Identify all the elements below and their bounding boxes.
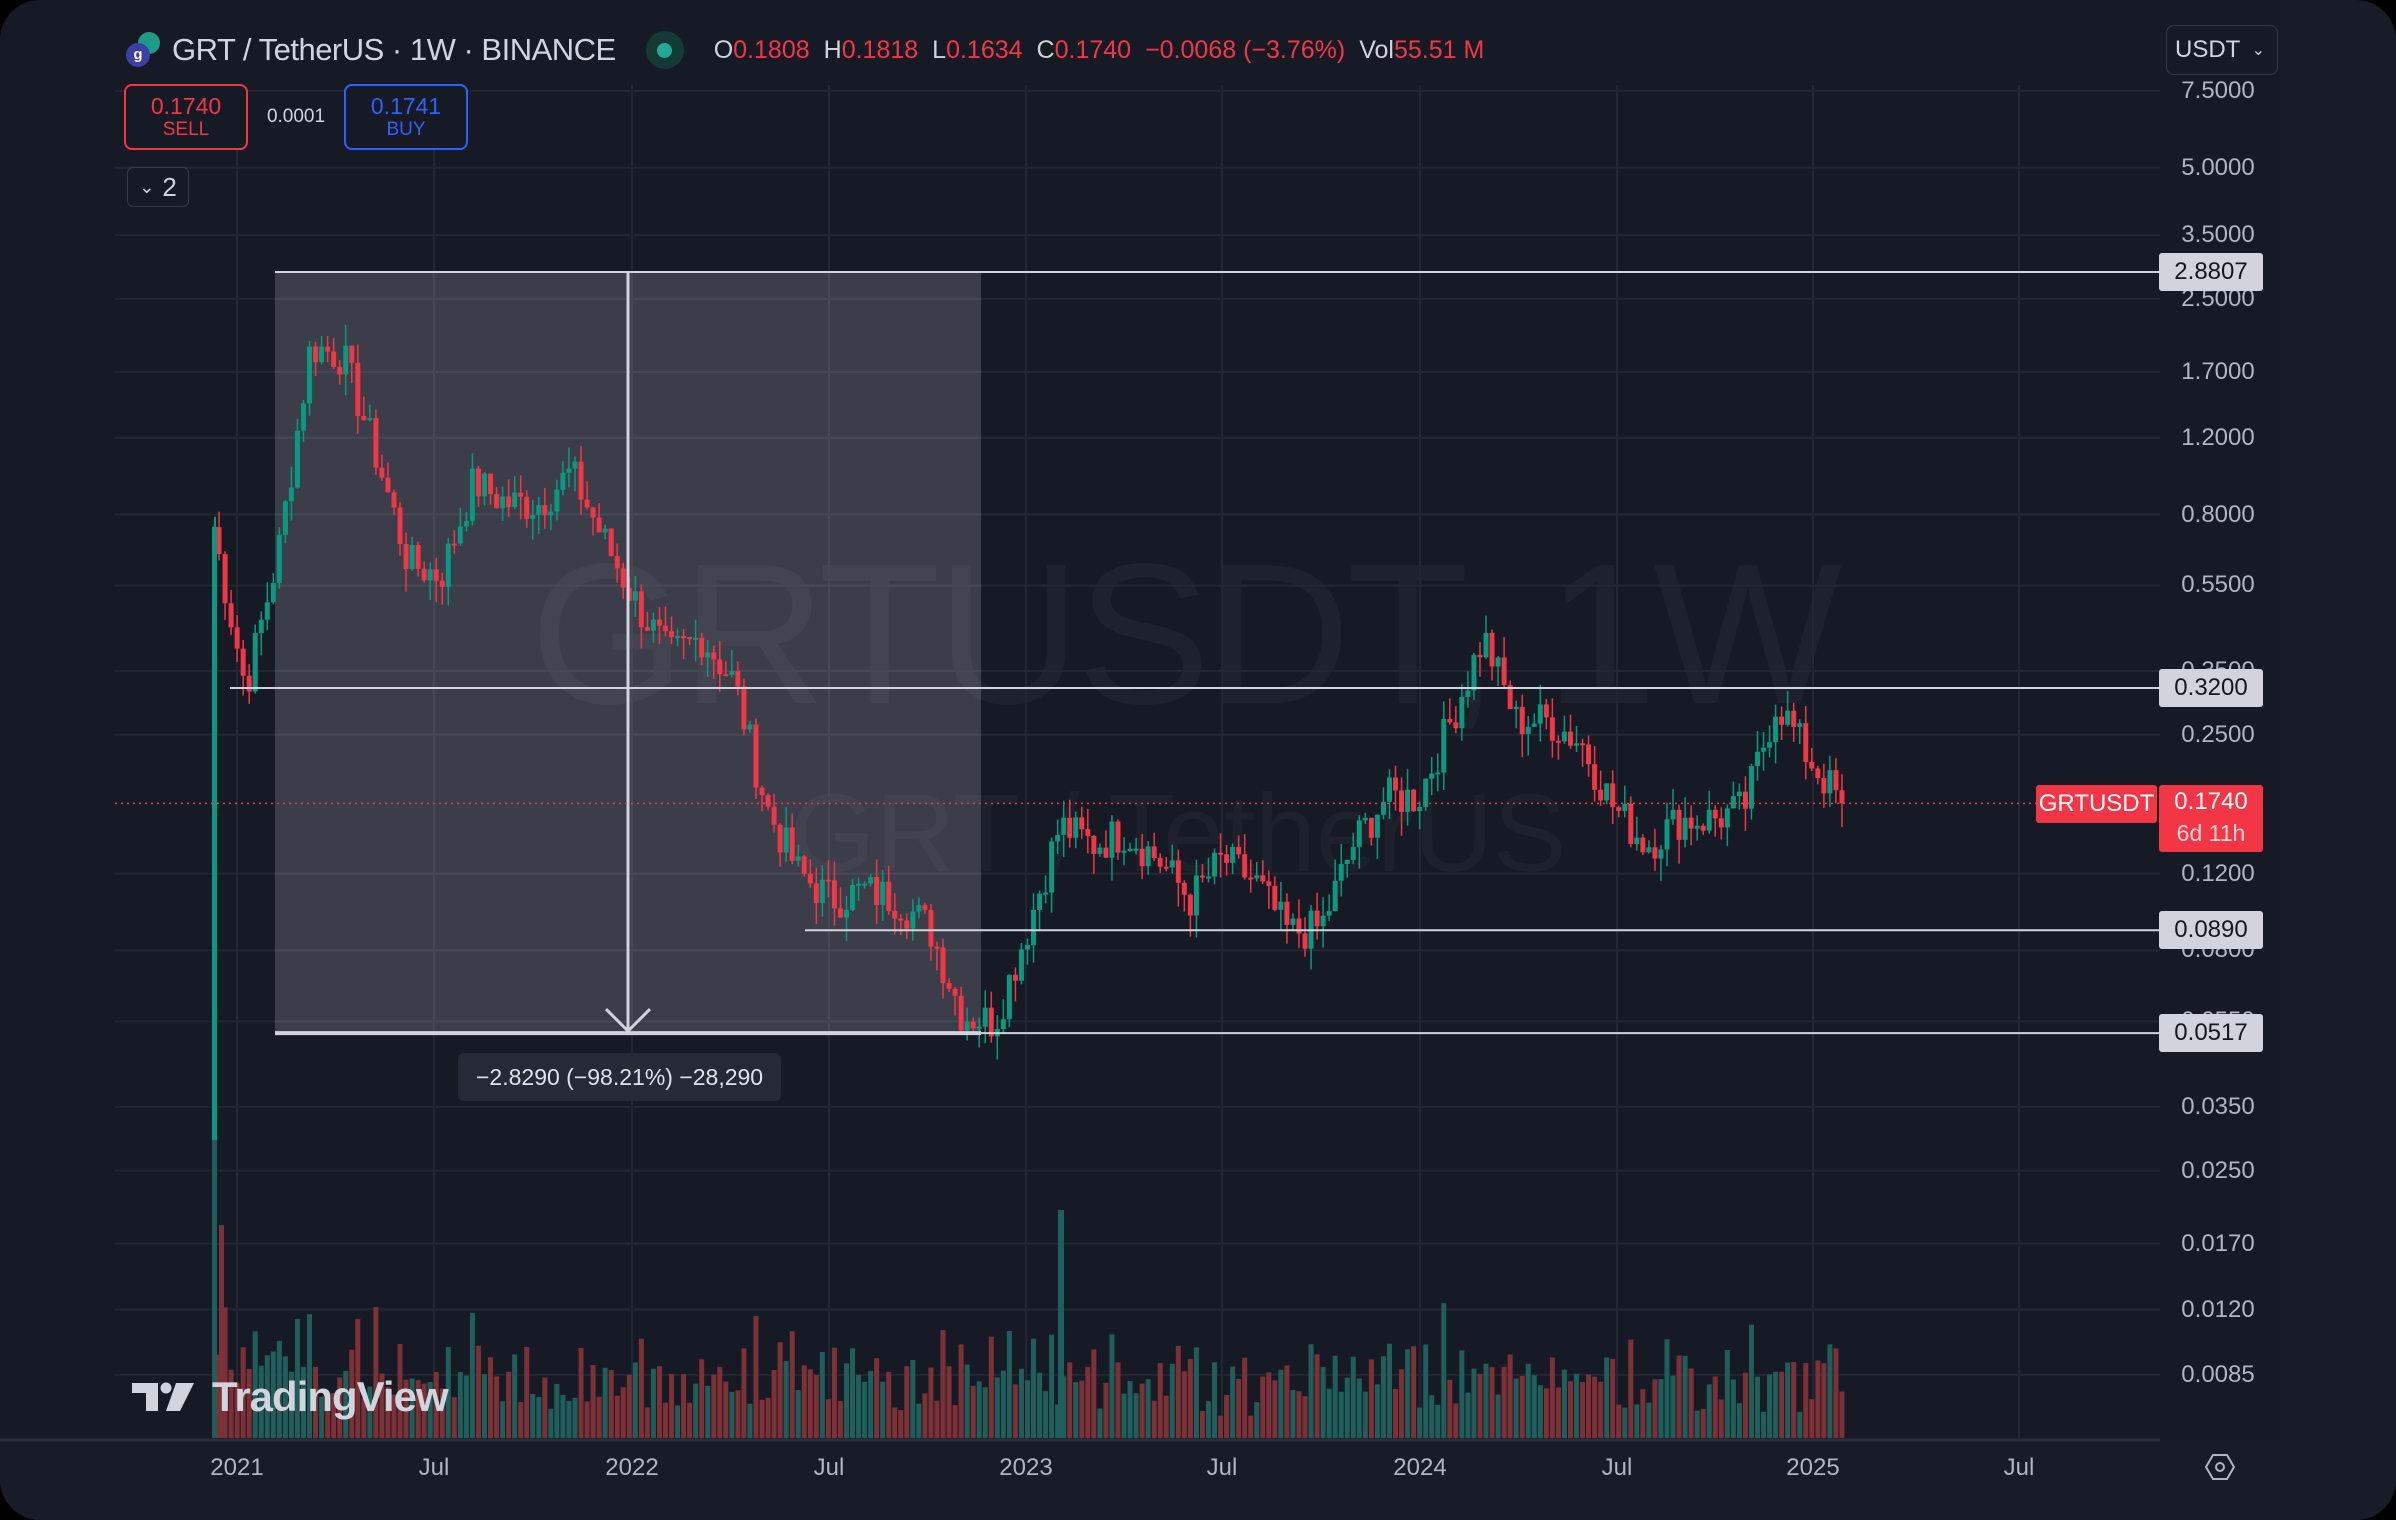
sell-price: 0.1740: [150, 93, 222, 119]
price-tick-label: 0.1200: [2181, 859, 2255, 887]
price-tick-label: 5.0000: [2181, 153, 2255, 181]
last-price-badge: 0.1740 6d 11h: [2159, 785, 2263, 852]
volume-value: Vol55.51 M: [1359, 35, 1485, 64]
horizontal-line-price-badge: 0.3200: [2159, 668, 2263, 707]
time-tick-label: Jul: [2003, 1454, 2035, 1481]
time-tick-label: 2021: [210, 1454, 264, 1481]
currency-value: USDT: [2175, 36, 2241, 63]
buy-label: BUY: [386, 119, 426, 140]
indicators-toggle-button[interactable]: ⌄ 2: [127, 167, 189, 207]
price-tick-label: 0.0350: [2181, 1092, 2255, 1120]
price-tick-label: 1.7000: [2181, 357, 2255, 385]
spread-value: 0.0001: [266, 106, 326, 127]
price-tick-label: 3.5000: [2181, 221, 2255, 249]
ohlc-open: O0.1808: [713, 35, 810, 64]
time-tick-label: Jul: [418, 1454, 450, 1481]
bar-countdown: 6d 11h: [2176, 820, 2246, 846]
horizontal-line-price-badge: 2.8807: [2159, 253, 2263, 291]
price-tick-label: 0.0170: [2181, 1229, 2255, 1257]
price-change: −0.0068 (−3.76%): [1145, 35, 1346, 64]
grt-token-icon: g: [124, 30, 164, 70]
last-price-symbol-tag: GRTUSDT: [2036, 785, 2157, 823]
market-open-status-icon[interactable]: [645, 31, 684, 69]
horizontal-line-price-badge: 0.0517: [2159, 1014, 2263, 1053]
currency-select[interactable]: USDT ⌄: [2166, 25, 2278, 75]
price-tick-label: 0.0250: [2181, 1156, 2255, 1184]
tradingview-logo-icon: [132, 1382, 194, 1411]
ohlc-close: C0.1740: [1036, 35, 1132, 64]
time-tick-label: 2024: [1393, 1454, 1447, 1481]
symbol-legend: g GRT / TetherUS · 1W · BINANCE O0.1808 …: [124, 30, 1484, 70]
chevron-down-icon: ⌄: [139, 176, 155, 197]
chart-settings-icon[interactable]: [2204, 1451, 2236, 1483]
time-tick-label: 2023: [999, 1454, 1053, 1481]
indicators-count: 2: [162, 171, 177, 202]
ohlc-values: O0.1808 H0.1818 L0.1634 C0.1740 −0.0068 …: [714, 36, 1485, 65]
sell-button[interactable]: 0.1740 SELL: [124, 84, 248, 150]
price-tick-label: 0.0085: [2181, 1360, 2255, 1388]
last-price-value: 0.1740: [2174, 788, 2248, 815]
symbol-title[interactable]: GRT / TetherUS · 1W · BINANCE: [172, 32, 616, 67]
sell-label: SELL: [162, 119, 210, 140]
price-tick-label: 7.5000: [2181, 76, 2255, 104]
ohlc-low: L0.1634: [932, 35, 1023, 64]
chevron-down-icon: ⌄: [2251, 42, 2265, 59]
ohlc-high: H0.1818: [823, 35, 919, 64]
horizontal-line-price-badge: 0.0890: [2159, 911, 2263, 950]
tradingview-logo-text: TradingView: [212, 1373, 449, 1420]
time-tick-label: Jul: [1206, 1454, 1238, 1481]
buy-button[interactable]: 0.1741 BUY: [344, 84, 468, 150]
time-tick-label: Jul: [1601, 1454, 1633, 1481]
buy-price: 0.1741: [370, 93, 442, 119]
time-tick-label: 2025: [1786, 1454, 1840, 1481]
time-tick-label: Jul: [813, 1454, 845, 1481]
price-tick-label: 0.5500: [2181, 571, 2255, 599]
tradingview-logo[interactable]: TradingView: [130, 1373, 449, 1421]
price-axis[interactable]: [2160, 0, 2280, 1440]
time-tick-label: 2022: [605, 1454, 659, 1481]
price-tick-label: 0.8000: [2181, 500, 2255, 528]
measure-tool-label: −2.8290 (−98.21%) −28,290: [458, 1053, 782, 1101]
price-tick-label: 1.2000: [2181, 423, 2255, 451]
trade-panel: 0.1740 SELL 0.0001 0.1741 BUY: [124, 84, 468, 150]
price-tick-label: 0.0120: [2181, 1295, 2255, 1323]
price-tick-label: 0.2500: [2181, 720, 2255, 748]
